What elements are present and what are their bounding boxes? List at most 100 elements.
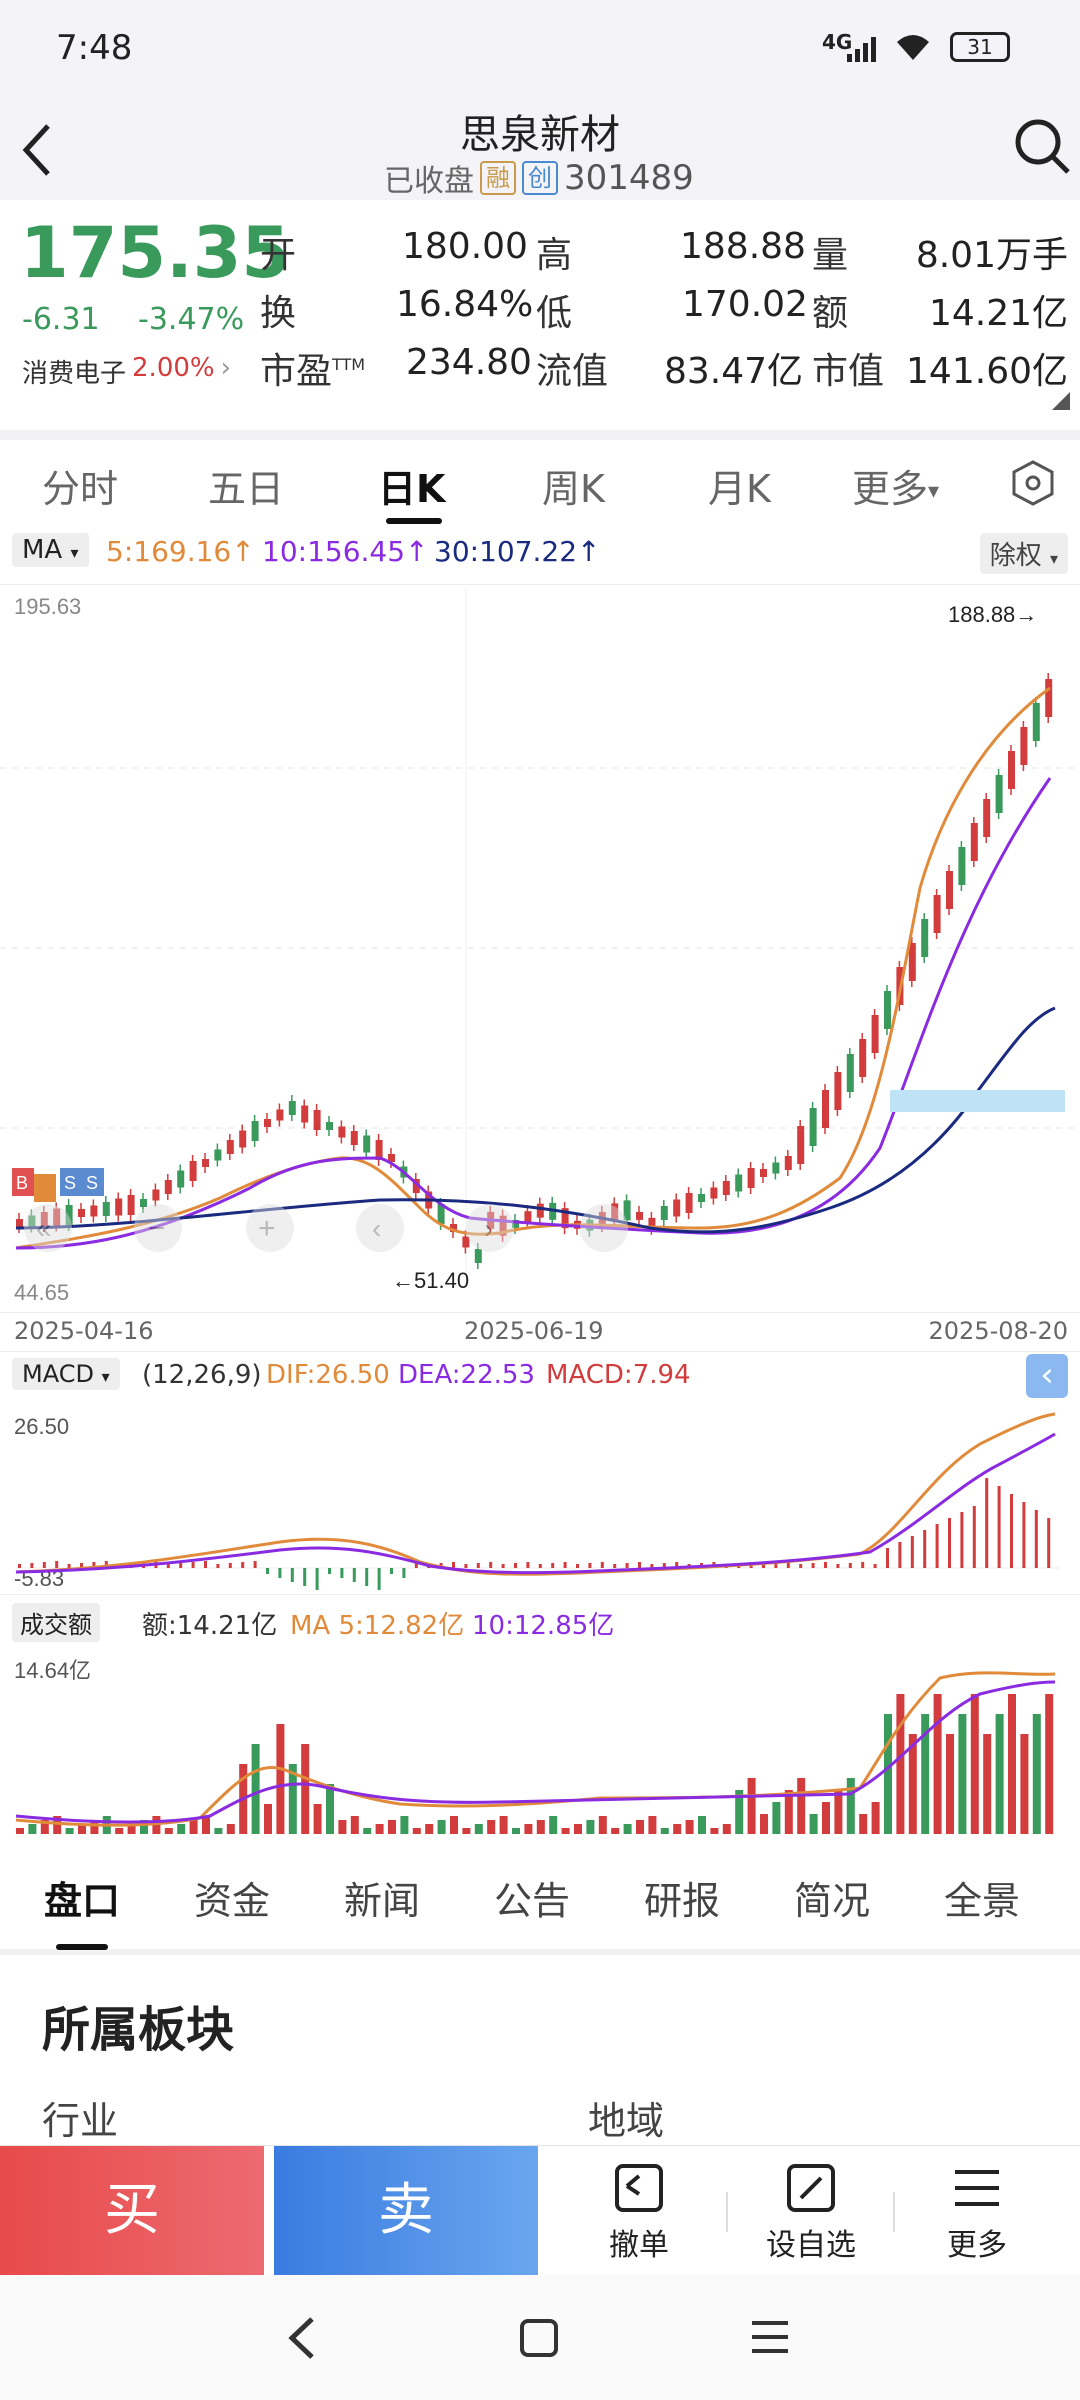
macd-bar xyxy=(104,1561,108,1568)
tab-monthly-k[interactable]: 月K xyxy=(708,467,771,511)
candle-body xyxy=(1032,703,1040,741)
volume-bar xyxy=(40,1820,49,1834)
trade-markers[interactable]: B S S xyxy=(12,1168,104,1202)
candle-body xyxy=(338,1126,346,1138)
nav-recents-icon[interactable] xyxy=(748,2315,792,2359)
ma-bar: MA ▾ 5:169.16↑ 10:156.45↑ 30:107.22↑ 除权 … xyxy=(0,525,1080,585)
prev-icon[interactable] xyxy=(356,1204,404,1252)
macd-bar xyxy=(228,1563,232,1568)
candle-body xyxy=(1008,751,1015,789)
pe-value: 234.80 xyxy=(406,342,532,383)
tab-weekly-k[interactable]: 周K xyxy=(542,467,605,511)
volume-bar xyxy=(400,1816,409,1834)
macd-bar xyxy=(315,1568,319,1590)
settings-hexagon-icon[interactable] xyxy=(1008,458,1058,508)
cancel-order-button[interactable]: 撤单 xyxy=(594,2160,684,2264)
macd-bar xyxy=(786,1562,790,1568)
menu-icon xyxy=(955,2170,999,2206)
market-cap-label: 市值 xyxy=(812,351,885,392)
candle-body xyxy=(388,1154,395,1162)
candle-body xyxy=(474,1249,482,1263)
volume-bar xyxy=(673,1824,682,1834)
candle-body xyxy=(127,1195,135,1215)
zoom-out-icon[interactable] xyxy=(134,1204,182,1252)
more-button[interactable]: 更多 xyxy=(932,2160,1022,2264)
tab-order-book[interactable]: 盘口 xyxy=(44,1879,121,1923)
tab-news[interactable]: 新闻 xyxy=(344,1879,421,1923)
tab-five-day[interactable]: 五日 xyxy=(208,467,285,511)
volume-bar xyxy=(760,1814,768,1834)
macd-bar xyxy=(824,1562,827,1568)
nav-back-icon[interactable] xyxy=(282,2313,322,2363)
candlestick-chart[interactable]: 195.63 44.65 188.88→ ←51.40 B S S « − + … xyxy=(0,588,1080,1318)
volume-bar xyxy=(846,1778,855,1834)
nav-home-icon[interactable] xyxy=(514,2313,564,2363)
collapse-panel-icon[interactable]: ‹ xyxy=(1026,1354,1068,1398)
candle-body xyxy=(797,1126,805,1164)
scroll-right-icon[interactable] xyxy=(580,1204,628,1252)
candle-body xyxy=(462,1236,470,1248)
expand-corner-icon[interactable] xyxy=(1052,392,1070,410)
date-mid: 2025-06-19 xyxy=(464,1317,604,1345)
quote-panel: 175.35 -6.31 -3.47% 消费电子 2.00% › 开 180.0… xyxy=(0,200,1080,420)
macd-bar xyxy=(563,1562,567,1568)
macd-bar xyxy=(303,1568,307,1586)
volume-bar xyxy=(301,1744,310,1834)
svg-text:«: « xyxy=(36,1213,52,1244)
pe-label-text: 市盈 xyxy=(260,351,333,392)
search-icon[interactable] xyxy=(1012,116,1072,176)
buy-button[interactable]: 买 xyxy=(0,2146,264,2276)
adjust-selector[interactable]: 除权 ▾ xyxy=(979,533,1068,574)
left-arrow-icon: ← xyxy=(392,1268,414,1293)
volume-selector[interactable]: 成交额 xyxy=(12,1603,100,1642)
candle-body xyxy=(512,1219,519,1228)
tab-profile[interactable]: 简况 xyxy=(794,1879,871,1923)
sector-link[interactable]: 消费电子 2.00% › xyxy=(22,353,231,390)
volume-chart[interactable]: 14.64亿 xyxy=(0,1648,1080,1838)
tab-announcements[interactable]: 公告 xyxy=(494,1879,571,1923)
candle-body xyxy=(747,1168,755,1188)
more-label: 更多 xyxy=(947,2228,1007,2263)
tab-minute[interactable]: 分时 xyxy=(42,467,119,511)
up-arrow-icon: ↑ xyxy=(231,535,255,568)
scroll-left-icon[interactable] xyxy=(24,1204,72,1252)
last-price: 175.35 xyxy=(20,212,291,294)
add-watchlist-button[interactable]: 设自选 xyxy=(756,2160,866,2264)
volume-bar xyxy=(995,1714,1004,1834)
macd-selector[interactable]: MACD ▾ xyxy=(12,1358,120,1390)
macd-bar xyxy=(1034,1510,1038,1568)
macd-bar xyxy=(390,1568,393,1574)
low-marker-label: ←51.40 xyxy=(392,1268,469,1293)
tab-more[interactable]: 更多▾ xyxy=(852,458,939,513)
volume-bar xyxy=(611,1828,620,1834)
candle-body xyxy=(53,1208,61,1226)
next-icon[interactable] xyxy=(466,1204,514,1252)
volume-bar xyxy=(487,1820,496,1834)
sell-button[interactable]: 卖 xyxy=(274,2146,538,2276)
battery-icon: 31 xyxy=(950,32,1010,62)
macd-chart[interactable]: 26.50 -5.83 xyxy=(0,1404,1080,1594)
tab-funds[interactable]: 资金 xyxy=(194,1879,271,1923)
tab-panorama[interactable]: 全景 xyxy=(944,1879,1021,1923)
candle-body xyxy=(313,1110,321,1130)
back-icon[interactable] xyxy=(18,122,58,178)
add-watchlist-label: 设自选 xyxy=(766,2228,856,2263)
macd-bar xyxy=(402,1568,406,1578)
candle-body xyxy=(958,847,966,885)
candle-body xyxy=(301,1105,309,1123)
zoom-in-icon[interactable] xyxy=(246,1204,294,1252)
candle-body xyxy=(1045,679,1053,717)
candle-body xyxy=(884,991,891,1029)
macd-bar xyxy=(675,1562,679,1568)
tab-daily-k[interactable]: 日K xyxy=(378,467,446,511)
right-arrow-icon: → xyxy=(1015,602,1037,627)
macd-bar xyxy=(179,1563,183,1568)
volume-bar xyxy=(722,1824,731,1834)
ma-selector[interactable]: MA ▾ xyxy=(12,533,89,567)
volume-bar xyxy=(338,1820,347,1834)
macd-dea: DEA:22.53 xyxy=(398,1360,535,1390)
tab-research[interactable]: 研报 xyxy=(644,1879,721,1923)
float-cap-label: 流值 xyxy=(536,351,609,392)
candle-body xyxy=(102,1202,110,1216)
ma10-line xyxy=(15,777,1052,1250)
